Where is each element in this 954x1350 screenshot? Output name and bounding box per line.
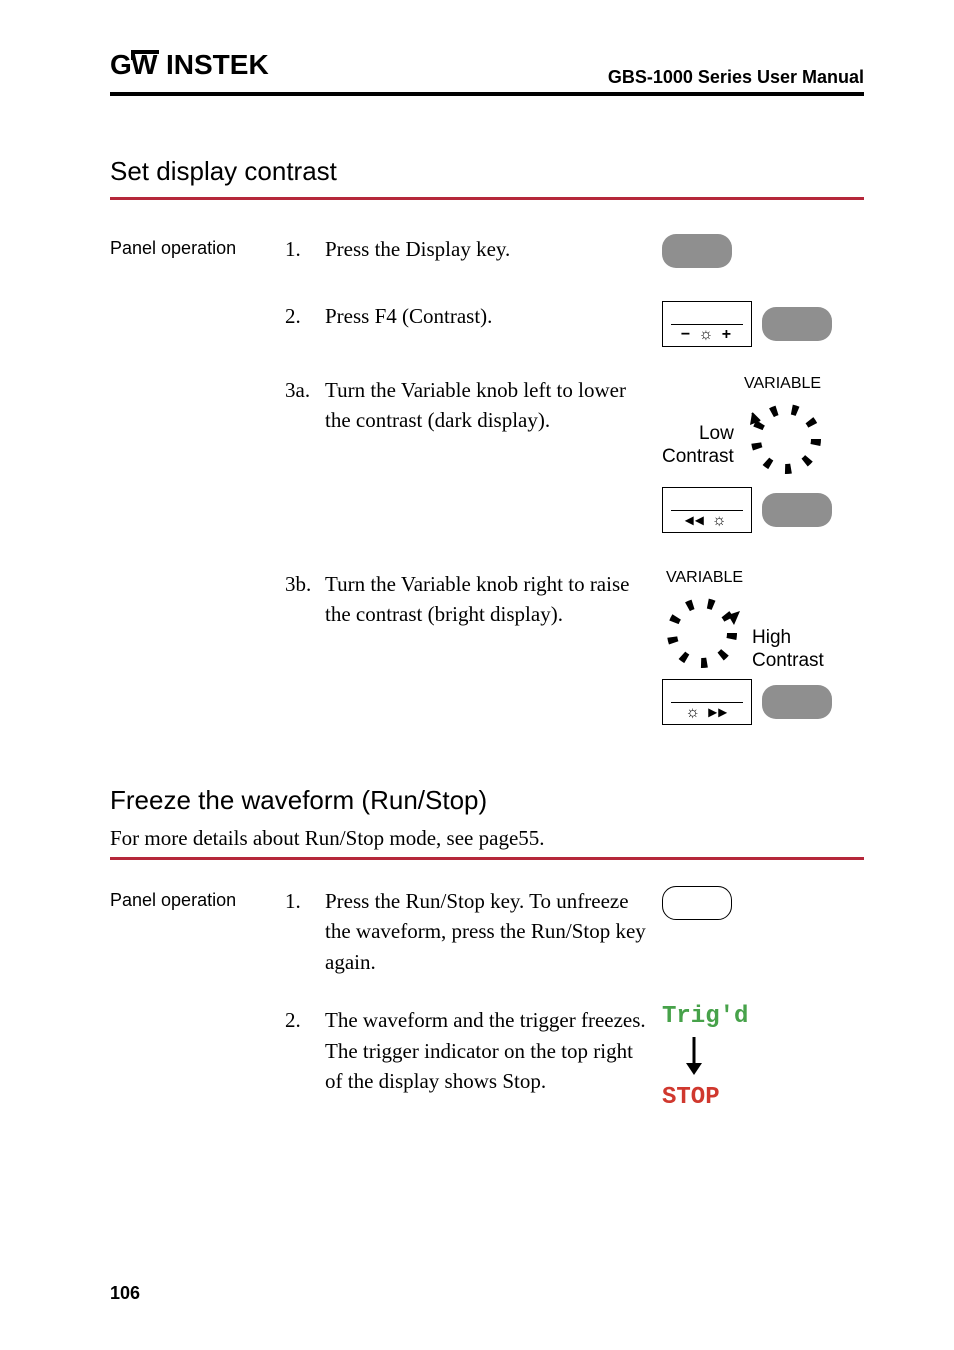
svg-text:W: W: [131, 50, 158, 80]
variable-knob-left-icon: [738, 395, 828, 479]
section2-rule: [110, 857, 864, 860]
step-number: 3a.: [285, 375, 325, 405]
page-number: 106: [110, 1283, 140, 1304]
variable-caption: VARIABLE: [744, 375, 864, 393]
step-number: 1.: [285, 234, 325, 264]
contrast-softkey-icon: − ☼ +: [662, 301, 752, 347]
step-row: 3a. Turn the Variable knob left to lower…: [110, 375, 864, 533]
step-number: 3b.: [285, 569, 325, 599]
step-text: Press the Run/Stop key. To unfreeze the …: [325, 886, 654, 977]
step-text: Turn the Variable knob left to lower the…: [325, 375, 654, 436]
step-text: Press the Display key.: [325, 234, 510, 264]
brand-logo-svg: G W INSTEK: [110, 50, 300, 80]
display-key-icon: [662, 234, 732, 268]
f4-key-icon: [762, 307, 832, 341]
section2-subtext: For more details about Run/Stop mode, se…: [110, 826, 864, 851]
arrow-down-icon: [682, 1035, 706, 1075]
svg-text:G: G: [110, 50, 131, 80]
svg-text:INSTEK: INSTEK: [166, 50, 269, 80]
step-row: 2. The waveform and the trigger freezes.…: [110, 1005, 864, 1110]
section2-heading: Freeze the waveform (Run/Stop): [110, 785, 864, 816]
step-row: 3b. Turn the Variable knob right to rais…: [110, 569, 864, 725]
panel-operation-label: Panel operation: [110, 234, 285, 273]
step-text: Press F4 (Contrast).: [325, 301, 492, 331]
step-text: The waveform and the trigger freezes. Th…: [325, 1005, 654, 1096]
section1-rule: [110, 197, 864, 200]
contrast-high-icon: ☼ ▸▸: [662, 679, 752, 725]
step-row: 2. Press F4 (Contrast). − ☼ +: [110, 301, 864, 347]
header-title: GBS-1000 Series User Manual: [608, 67, 864, 88]
header-rule: [110, 92, 864, 96]
step-number: 2.: [285, 1005, 325, 1035]
high-contrast-label: High Contrast: [752, 627, 824, 673]
softkey-icon: [762, 493, 832, 527]
trigd-label: Trig'd: [662, 1005, 864, 1029]
step-row: Panel operation 1. Press the Run/Stop ke…: [110, 886, 864, 977]
softkey-icon: [762, 685, 832, 719]
section1-heading: Set display contrast: [110, 156, 864, 187]
run-stop-key-icon: [662, 886, 732, 920]
page-header: G W INSTEK GBS-1000 Series User Manual: [110, 50, 864, 88]
variable-caption: VARIABLE: [666, 569, 864, 587]
brand-logo: G W INSTEK: [110, 50, 300, 88]
stop-label: STOP: [662, 1086, 864, 1110]
step-text: Turn the Variable knob right to raise th…: [325, 569, 654, 630]
low-contrast-label: Low Contrast: [662, 423, 734, 469]
step-number: 1.: [285, 886, 325, 916]
variable-knob-right-icon: [662, 589, 748, 673]
panel-operation-label: Panel operation: [110, 886, 285, 977]
contrast-low-icon: ◂◂ ☼: [662, 487, 752, 533]
step-row: Panel operation 1. Press the Display key…: [110, 234, 864, 273]
step-number: 2.: [285, 301, 325, 331]
trigger-status-graphic: Trig'd STOP: [662, 1005, 864, 1110]
